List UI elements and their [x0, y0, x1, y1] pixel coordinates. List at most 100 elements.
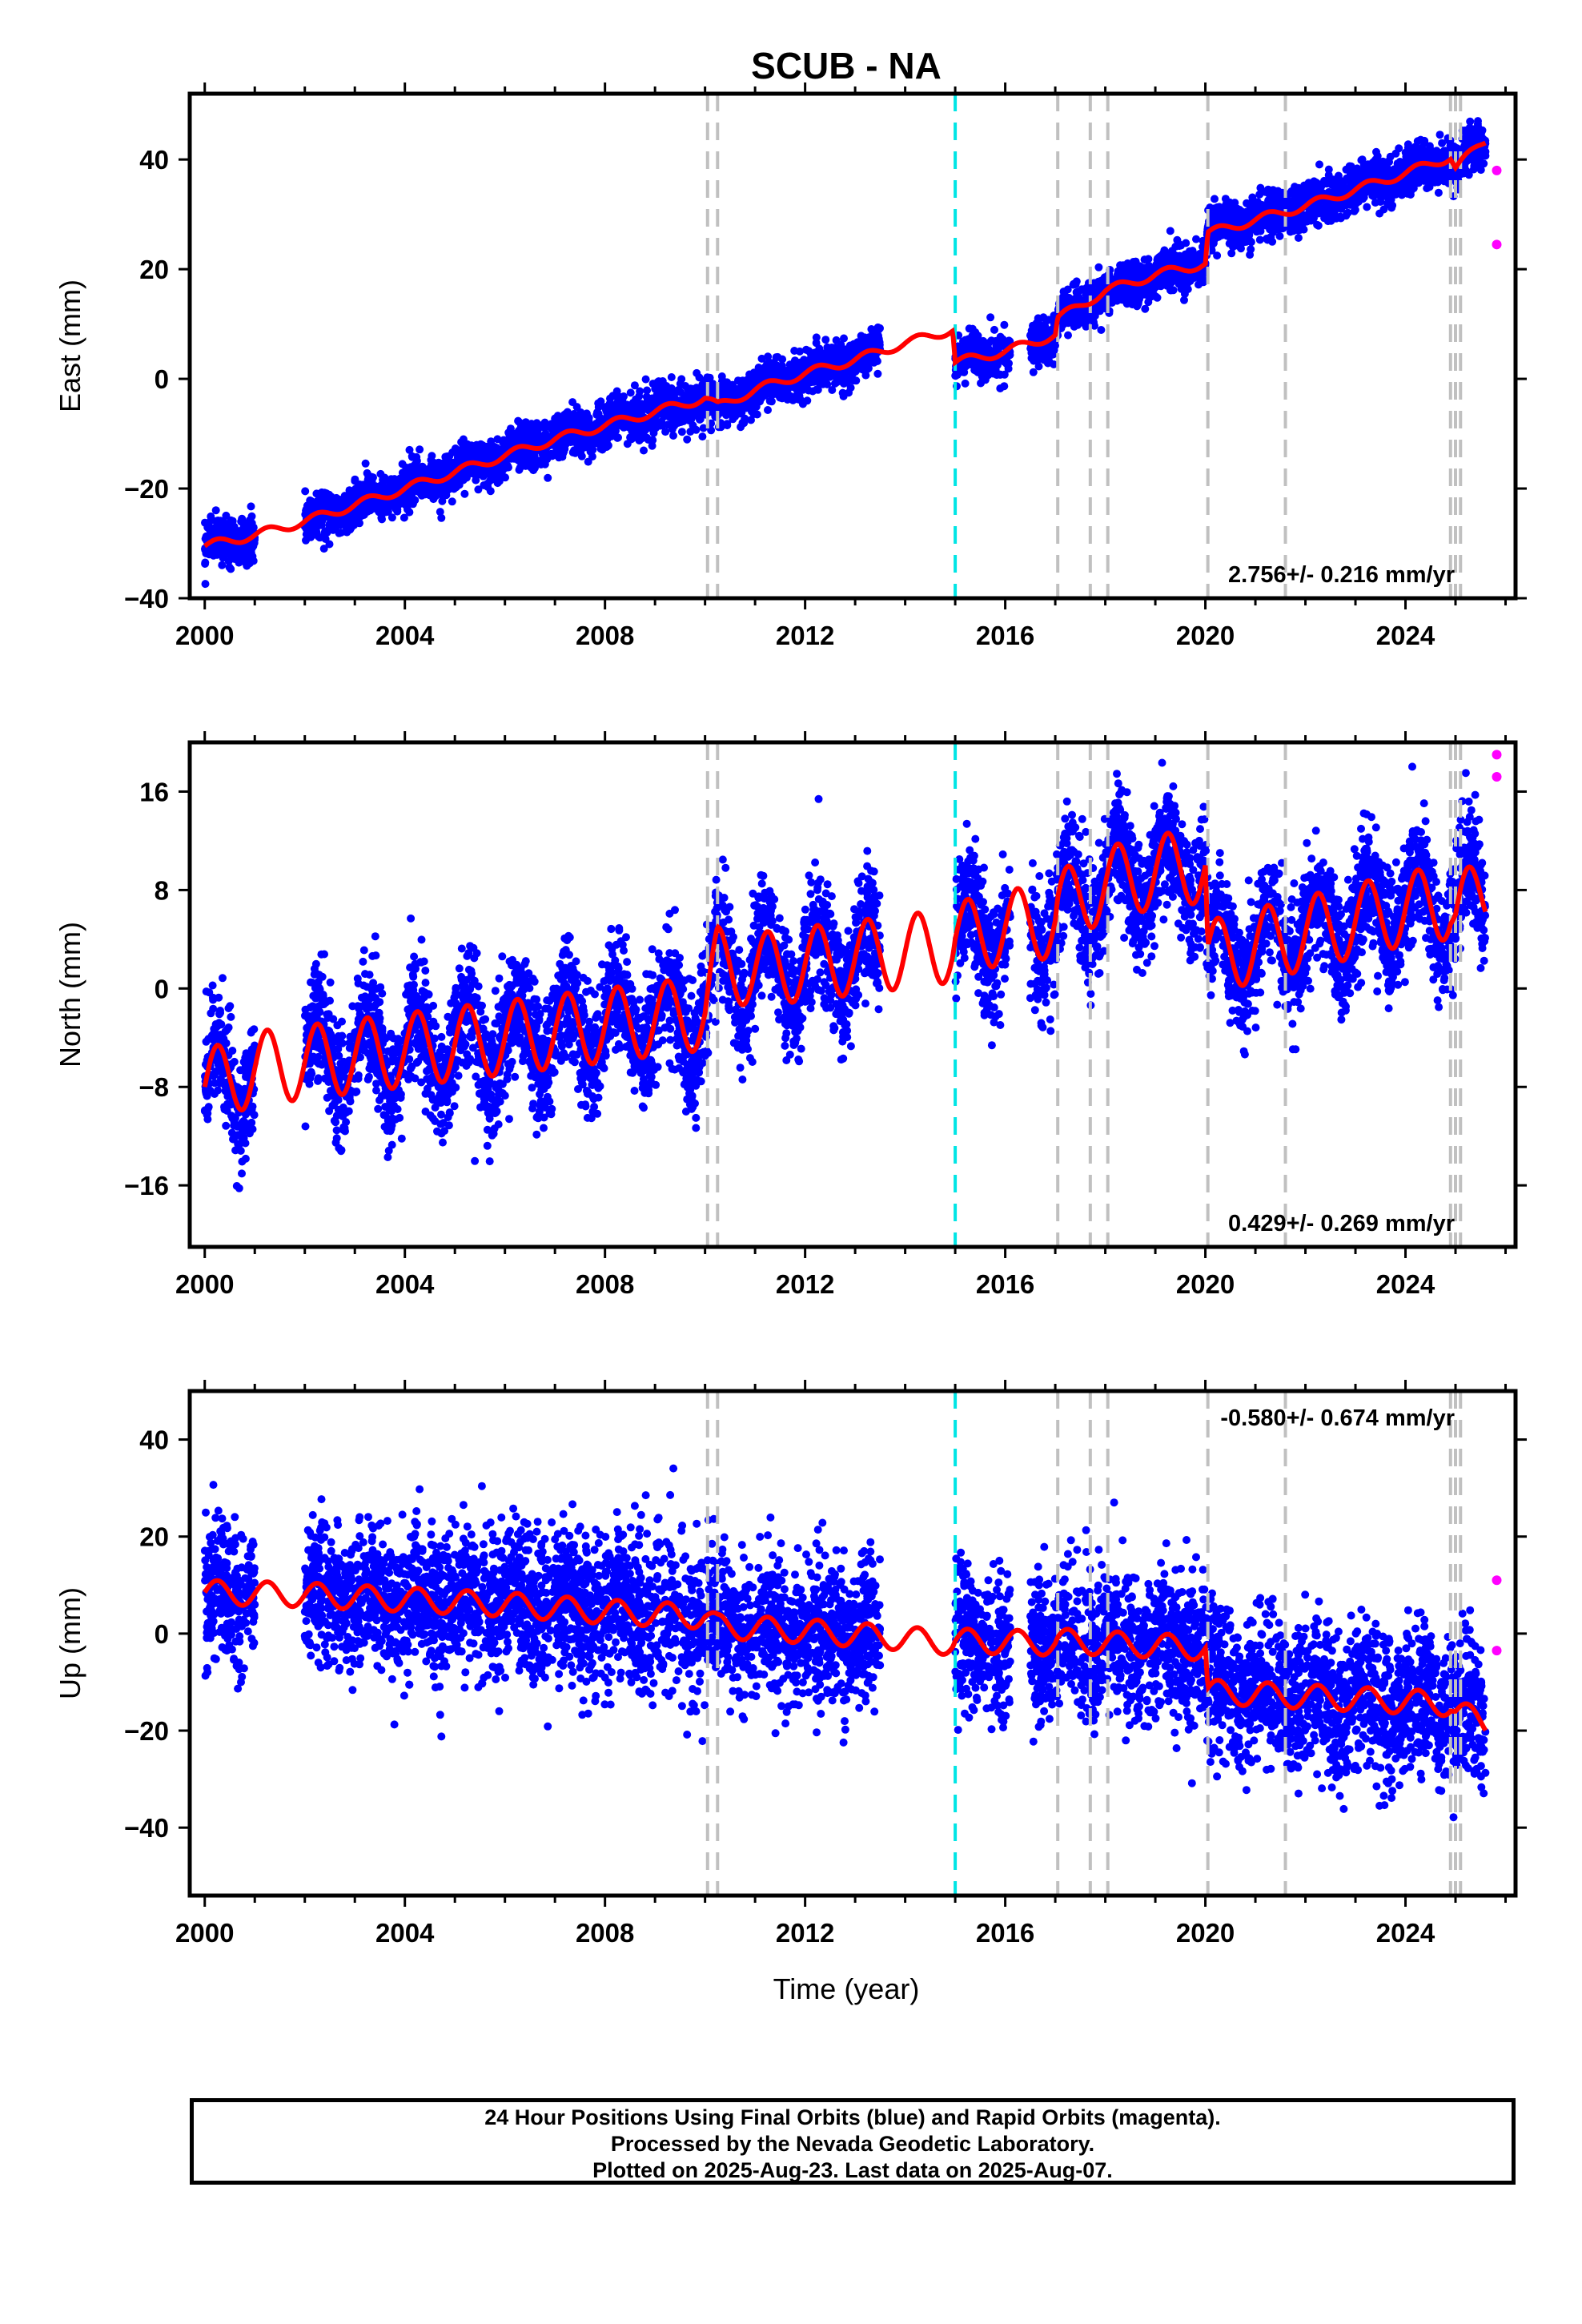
data-point [616, 405, 624, 414]
data-point [315, 520, 323, 529]
data-point [379, 508, 388, 517]
data-point [721, 388, 729, 397]
data-point [764, 406, 772, 414]
data-point [667, 384, 676, 392]
data-point [437, 513, 446, 522]
data-point [699, 424, 708, 432]
data-point [520, 424, 528, 433]
data-point [688, 412, 696, 420]
data-point [480, 481, 488, 489]
data-point [411, 496, 420, 505]
data-point [323, 528, 331, 537]
data-point [466, 469, 475, 478]
data-point [247, 545, 256, 553]
data-point [594, 403, 603, 412]
data-point [580, 436, 589, 444]
data-point [566, 411, 575, 420]
data-point [864, 340, 873, 348]
data-point [223, 525, 232, 533]
data-point [206, 525, 215, 534]
data-point [301, 487, 310, 496]
data-point [626, 433, 635, 442]
data-point [448, 497, 456, 506]
data-point [544, 452, 552, 461]
data-point [953, 371, 962, 380]
data-point [733, 376, 742, 385]
data-point [412, 464, 420, 472]
data-point [640, 446, 648, 455]
data-point [986, 313, 995, 322]
data-point [774, 362, 782, 371]
data-point [214, 549, 223, 557]
data-point [875, 338, 884, 347]
data-point [964, 340, 973, 348]
data-point [968, 332, 977, 340]
data-point [584, 457, 592, 466]
data-point [873, 369, 882, 378]
data-point [1097, 326, 1106, 334]
data-point [1166, 227, 1174, 235]
data-point [321, 535, 330, 543]
data-point [350, 516, 359, 525]
data-point [537, 421, 546, 430]
data-point [516, 464, 524, 472]
plot-area [201, 94, 1502, 598]
data-point [218, 561, 227, 569]
data-point [723, 420, 732, 428]
data-point [400, 513, 408, 522]
data-point [1141, 304, 1150, 313]
data-point [614, 398, 623, 406]
data-point [201, 558, 210, 567]
data-point [648, 394, 656, 403]
data-point [641, 375, 650, 384]
data-point [741, 380, 749, 388]
data-point [472, 476, 480, 485]
data-point [459, 435, 468, 444]
data-point [460, 489, 469, 498]
data-point [764, 352, 773, 361]
data-point [795, 347, 804, 356]
data-point [1391, 149, 1400, 158]
data-point [635, 392, 644, 400]
data-point [579, 444, 588, 452]
data-point [1004, 364, 1013, 373]
data-point [474, 485, 483, 494]
data-point [849, 340, 858, 348]
data-point [465, 449, 474, 458]
panel-1: 2000 2004 2008 2012 2016 2020 2024−40−2002040E… [54, 82, 1527, 650]
data-point [965, 324, 974, 333]
data-point [227, 516, 235, 525]
data-point [441, 452, 450, 461]
data-point [207, 512, 215, 521]
data-point [847, 350, 856, 359]
data-point [643, 403, 652, 412]
data-point [568, 398, 577, 407]
data-point [1363, 203, 1371, 211]
data-point [437, 488, 446, 497]
data-point [438, 497, 447, 505]
data-point [379, 476, 387, 484]
data-point [544, 473, 552, 482]
data-point [858, 364, 867, 372]
data-point [773, 352, 782, 361]
data-point [769, 389, 778, 398]
data-point [974, 337, 982, 345]
chart-title: SCUB - NA [751, 45, 942, 86]
data-point [416, 445, 424, 454]
data-point [765, 396, 774, 405]
data-point [1372, 147, 1380, 156]
data-point [452, 480, 461, 489]
data-point [211, 506, 220, 515]
data-point [320, 493, 329, 501]
data-point [245, 552, 253, 561]
data-point [327, 501, 335, 510]
data-point [578, 415, 587, 424]
data-point [404, 497, 412, 505]
data-point [236, 545, 245, 553]
data-point [686, 428, 695, 436]
data-point [791, 356, 799, 365]
data-point [467, 441, 476, 450]
data-point [247, 502, 255, 511]
data-point [693, 368, 701, 377]
data-point [683, 435, 692, 444]
